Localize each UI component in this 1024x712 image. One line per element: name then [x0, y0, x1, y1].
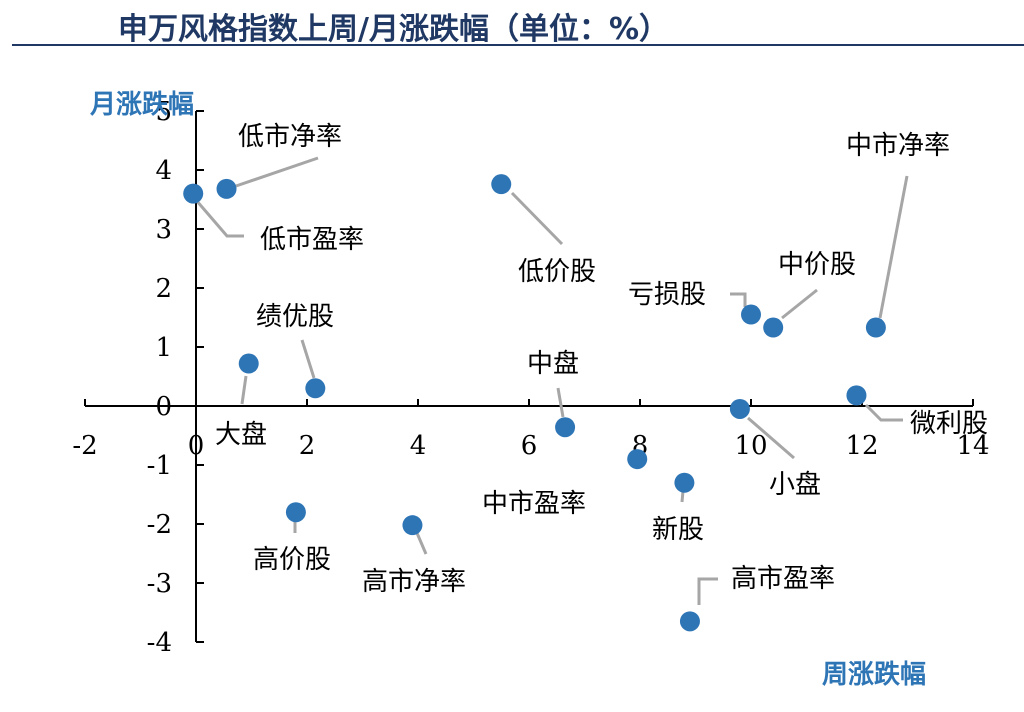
y-tick-label: 2: [155, 274, 172, 304]
data-point: [555, 417, 576, 438]
data-point: [305, 378, 326, 399]
x-axis-title: 周涨跌幅: [822, 660, 926, 690]
y-tick-label: 4: [155, 156, 172, 186]
y-tick-label: -4: [147, 628, 172, 658]
point-label: 低市盈率: [260, 225, 364, 255]
data-point: [865, 317, 886, 338]
leader-line: [730, 292, 747, 307]
point-label: 高市净率: [362, 567, 466, 597]
point-label: 绩优股: [256, 302, 334, 332]
x-tick-label: 12: [845, 431, 878, 461]
data-point: [729, 398, 750, 419]
y-tick-label: -2: [147, 510, 172, 540]
x-tick-label: 4: [410, 431, 427, 461]
data-point: [846, 385, 867, 406]
chart-title: 申万风格指数上周/月涨跌幅（单位：%）: [118, 12, 670, 47]
data-point: [238, 353, 259, 374]
point-label: 中市净率: [846, 131, 950, 161]
data-point: [627, 449, 648, 470]
title-bar: 申万风格指数上周/月涨跌幅（单位：%）: [0, 0, 1024, 50]
x-tick-label: 2: [299, 431, 316, 461]
point-label: 高价股: [253, 545, 331, 575]
point-label: 小盘: [769, 470, 821, 500]
title-underline: [12, 44, 1024, 46]
y-axis-title: 月涨跌幅: [89, 90, 194, 120]
point-label: 低市净率: [238, 122, 342, 152]
data-point: [741, 304, 761, 325]
y-tick-label: 5: [155, 97, 172, 127]
x-tick-label: 0: [188, 431, 205, 461]
y-tick-label: 3: [155, 215, 172, 245]
data-point: [763, 317, 784, 338]
leader-line: [194, 199, 244, 238]
point-label: 亏损股: [628, 280, 706, 310]
data-point: [285, 502, 306, 523]
point-label: 大盘: [215, 420, 267, 450]
leader-line: [300, 339, 316, 379]
point-label: 中市盈率: [482, 489, 586, 519]
y-tick-label: 0: [155, 392, 172, 422]
point-label: 低价股: [518, 257, 596, 287]
x-tick-label: 14: [956, 431, 989, 461]
point-label: 高市盈率: [731, 564, 835, 594]
leader-line: [781, 288, 818, 320]
leader-line: [864, 403, 903, 422]
data-point: [183, 183, 204, 204]
leader-line: [747, 416, 795, 460]
leader-line: [878, 175, 909, 319]
point-label: 中盘: [527, 349, 579, 379]
y-tick-label: -3: [147, 569, 172, 599]
x-tick-label: 10: [734, 431, 767, 461]
data-points: [183, 174, 886, 632]
leader-line: [510, 191, 564, 246]
point-label: 中价股: [778, 250, 856, 280]
data-point: [674, 472, 695, 493]
data-point: [491, 174, 512, 195]
y-tick-label: 1: [155, 333, 172, 363]
x-tick-label: -2: [72, 431, 97, 461]
data-point: [216, 178, 237, 199]
y-tick-label: -1: [147, 451, 172, 481]
x-tick-label: 6: [521, 431, 538, 461]
leader-line: [415, 532, 428, 555]
data-point: [679, 611, 700, 632]
leader-line: [556, 387, 565, 418]
leader-line: [240, 375, 248, 405]
point-label: 微利股: [910, 409, 988, 439]
leader-lines: [194, 156, 909, 605]
data-point: [402, 515, 423, 536]
point-label: 新股: [652, 515, 704, 545]
leader-line: [697, 577, 718, 605]
leader-line: [680, 490, 685, 503]
leader-line: [235, 156, 319, 188]
